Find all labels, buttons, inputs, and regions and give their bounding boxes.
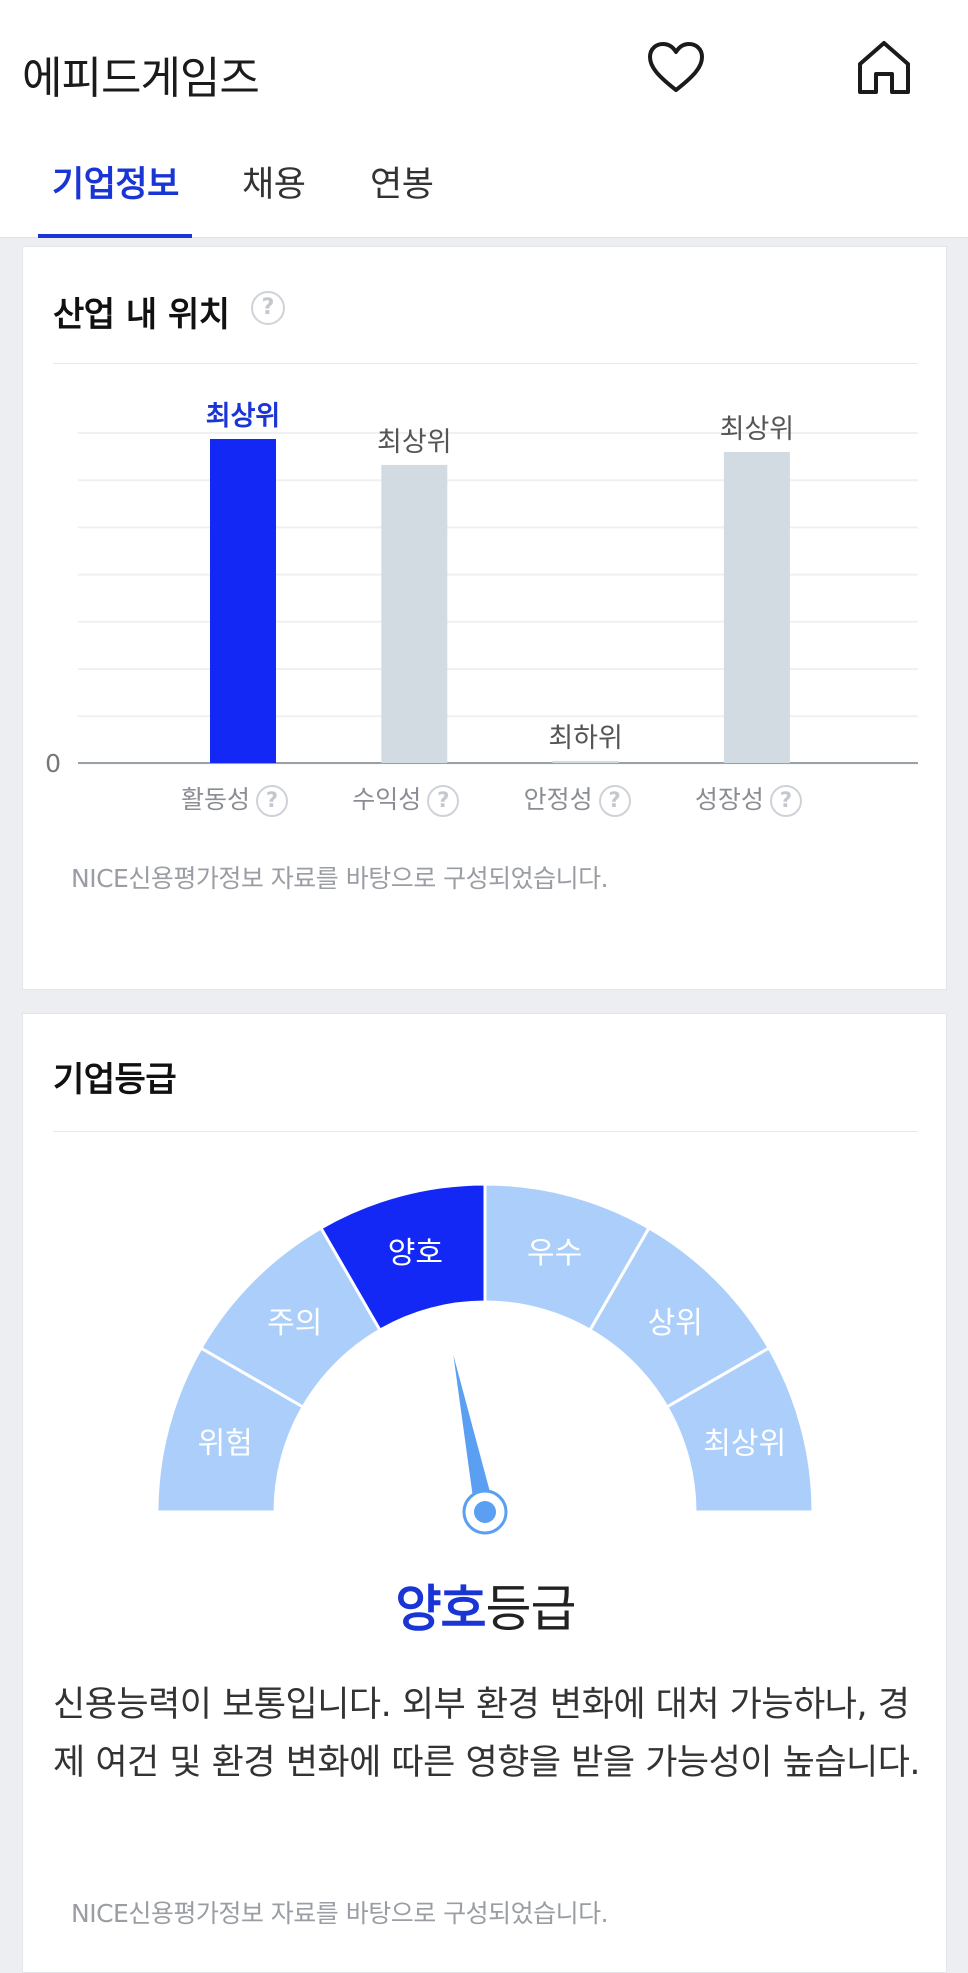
help-icon[interactable]: ? (598, 785, 631, 817)
tab-company-info[interactable]: 기업정보 (52, 165, 179, 205)
gauge-segment-label: 우수 (527, 1236, 582, 1271)
help-icon[interactable]: ? (427, 785, 460, 817)
y-axis-zero-label: 0 (45, 749, 61, 778)
company-name: 에피드게임즈 (22, 53, 260, 104)
industry-position-card: 산업 내 위치 ? 0 최상위 최상위 최하위 최상위 활동성? 수익성? 안정성? 성장성?… (22, 246, 947, 990)
gauge-segment-label: 상위 (648, 1306, 703, 1341)
help-icon[interactable]: ? (251, 291, 285, 325)
home-icon[interactable] (852, 36, 916, 100)
divider (53, 363, 918, 364)
gauge-segment-label: 주의 (267, 1306, 322, 1341)
category-label: 활동성? (181, 780, 289, 817)
data-source-note: NICE신용평가정보 자료를 바탕으로 구성되었습니다. (71, 864, 609, 893)
favorite-heart-icon[interactable] (644, 36, 708, 100)
gauge-segment-label: 양호 (388, 1236, 443, 1271)
bar-value-label: 최상위 (720, 414, 795, 445)
bar-value-label: 최상위 (206, 401, 281, 432)
category-label-text: 활동성 (181, 785, 251, 814)
category-label: 성장성? (695, 780, 802, 817)
gauge-needle (453, 1355, 495, 1514)
data-source-note: NICE신용평가정보 자료를 바탕으로 구성되었습니다. (71, 1899, 609, 1928)
bar (210, 439, 276, 763)
grade-name: 양호 (395, 1580, 487, 1638)
gauge-needle-hub (474, 1501, 496, 1523)
grade-result: 양호등급 (23, 1569, 948, 1641)
company-tabs: 기업정보 채용 연봉 (0, 150, 968, 238)
tab-recruit[interactable]: 채용 (242, 165, 306, 205)
chart-category-row: 활동성? 수익성? 안정성? 성장성? (23, 780, 948, 820)
divider (53, 1131, 918, 1132)
bar (552, 761, 619, 763)
help-icon[interactable]: ? (256, 785, 289, 817)
bar (723, 451, 790, 763)
bar-value-label: 최상위 (377, 427, 452, 458)
grade-suffix: 등급 (485, 1580, 577, 1638)
bar (381, 464, 448, 763)
category-label-text: 안정성 (523, 785, 593, 814)
company-grade-title: 기업등급 (53, 1060, 177, 1100)
industry-position-title: 산업 내 위치 (53, 295, 230, 335)
category-label-text: 수익성 (352, 785, 422, 814)
category-label: 안정성? (524, 780, 631, 817)
bar-value-label: 최하위 (548, 723, 623, 754)
gauge-segment-label: 최상위 (703, 1426, 786, 1461)
help-icon[interactable]: ? (769, 785, 802, 817)
category-label: 수익성? (352, 780, 460, 817)
active-tab-indicator (38, 234, 192, 238)
grade-description: 신용능력이 보통입니다. 외부 환경 변화에 대처 가능하나, 경제 여건 및 … (53, 1685, 921, 1783)
gauge-segment (664, 1345, 815, 1514)
company-grade-card: 기업등급 위험 주의 양호 우수 상위 최상위 양호등급 신용능력이 보통입니다. 외부 … (22, 1013, 947, 1973)
gauge-segment-label: 위험 (198, 1426, 253, 1461)
category-label-text: 성장성 (694, 785, 764, 814)
tab-salary[interactable]: 연봉 (370, 165, 434, 205)
app-header: 에피드게임즈 기업정보 채용 연봉 (0, 0, 968, 238)
